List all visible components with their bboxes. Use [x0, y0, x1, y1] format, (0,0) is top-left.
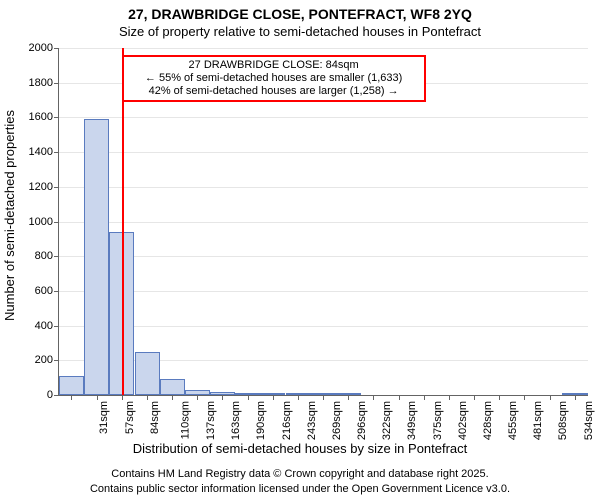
x-tick-label: 163sqm — [230, 401, 242, 440]
x-tick-label: 402sqm — [457, 401, 469, 440]
y-tick-mark — [54, 256, 59, 257]
y-tick-mark — [54, 152, 59, 153]
histogram-bar — [135, 352, 160, 395]
y-tick-mark — [54, 222, 59, 223]
x-tick-label: 84sqm — [149, 401, 161, 434]
y-tick-mark — [54, 187, 59, 188]
x-tick-mark — [499, 395, 500, 400]
x-tick-label: 322sqm — [381, 401, 393, 440]
x-tick-label: 243sqm — [306, 401, 318, 440]
y-tick-mark — [54, 48, 59, 49]
x-tick-mark — [122, 395, 123, 400]
x-tick-mark — [449, 395, 450, 400]
chart-footer: Contains HM Land Registry data © Crown c… — [0, 467, 600, 496]
x-tick-label: 190sqm — [255, 401, 267, 440]
title-text: 27, DRAWBRIDGE CLOSE, PONTEFRACT, WF8 2Y… — [128, 6, 472, 22]
gridline — [59, 48, 588, 49]
gridline — [59, 117, 588, 118]
x-tick-mark — [424, 395, 425, 400]
chart-container: 27, DRAWBRIDGE CLOSE, PONTEFRACT, WF8 2Y… — [0, 0, 600, 500]
y-tick-mark — [54, 291, 59, 292]
y-tick-label: 1200 — [29, 181, 53, 193]
x-tick-mark — [323, 395, 324, 400]
annotation-line: 27 DRAWBRIDGE CLOSE: 84sqm — [124, 59, 424, 72]
x-tick-mark — [273, 395, 274, 400]
x-tick-label: 216sqm — [281, 401, 293, 440]
x-tick-mark — [97, 395, 98, 400]
x-tick-mark — [147, 395, 148, 400]
x-tick-label: 508sqm — [558, 401, 570, 440]
plot-area: 020040060080010001200140016001800200031s… — [58, 48, 588, 396]
y-tick-mark — [54, 83, 59, 84]
annotation-line: ← 55% of semi-detached houses are smalle… — [124, 72, 424, 85]
x-tick-mark — [575, 395, 576, 400]
y-tick-mark — [54, 326, 59, 327]
chart-title: 27, DRAWBRIDGE CLOSE, PONTEFRACT, WF8 2Y… — [0, 6, 600, 22]
x-tick-label: 57sqm — [124, 401, 136, 434]
x-tick-mark — [550, 395, 551, 400]
y-tick-mark — [54, 360, 59, 361]
histogram-bar — [84, 119, 109, 395]
x-tick-mark — [71, 395, 72, 400]
x-tick-mark — [399, 395, 400, 400]
footer-line-2: Contains public sector information licen… — [90, 483, 510, 495]
x-tick-label: 349sqm — [407, 401, 419, 440]
x-tick-mark — [474, 395, 475, 400]
chart-subtitle: Size of property relative to semi-detach… — [0, 24, 600, 39]
y-tick-label: 800 — [35, 250, 53, 262]
y-tick-label: 2000 — [29, 42, 53, 54]
x-tick-label: 269sqm — [331, 401, 343, 440]
x-tick-label: 137sqm — [205, 401, 217, 440]
subtitle-text: Size of property relative to semi-detach… — [119, 24, 481, 39]
y-tick-label: 400 — [35, 320, 53, 332]
y-axis-label-text: Number of semi-detached properties — [2, 110, 17, 321]
histogram-bar — [59, 376, 84, 395]
y-axis-label: Number of semi-detached properties — [0, 0, 18, 430]
x-tick-label: 110sqm — [179, 401, 191, 439]
y-tick-label: 1000 — [29, 216, 53, 228]
gridline — [59, 291, 588, 292]
gridline — [59, 256, 588, 257]
annotation-box: 27 DRAWBRIDGE CLOSE: 84sqm← 55% of semi-… — [122, 55, 426, 102]
x-axis-label-text: Distribution of semi-detached houses by … — [133, 441, 468, 456]
y-tick-label: 1400 — [29, 146, 53, 158]
x-tick-label: 455sqm — [507, 401, 519, 440]
x-tick-label: 296sqm — [356, 401, 368, 440]
x-tick-mark — [373, 395, 374, 400]
x-tick-label: 31sqm — [98, 401, 110, 434]
gridline — [59, 326, 588, 327]
x-tick-label: 481sqm — [532, 401, 544, 440]
y-tick-mark — [54, 395, 59, 396]
x-axis-label: Distribution of semi-detached houses by … — [0, 441, 600, 456]
footer-line-1: Contains HM Land Registry data © Crown c… — [111, 468, 488, 480]
y-tick-label: 0 — [47, 389, 53, 401]
annotation-line: 42% of semi-detached houses are larger (… — [124, 85, 424, 98]
x-tick-label: 375sqm — [432, 401, 444, 440]
x-tick-mark — [172, 395, 173, 400]
histogram-bar — [160, 379, 185, 395]
x-tick-mark — [298, 395, 299, 400]
y-tick-label: 1800 — [29, 77, 53, 89]
x-tick-mark — [222, 395, 223, 400]
y-tick-label: 600 — [35, 285, 53, 297]
gridline — [59, 152, 588, 153]
x-tick-mark — [248, 395, 249, 400]
y-tick-label: 200 — [35, 354, 53, 366]
y-tick-label: 1600 — [29, 111, 53, 123]
y-tick-mark — [54, 117, 59, 118]
x-tick-label: 534sqm — [583, 401, 595, 440]
gridline — [59, 222, 588, 223]
x-tick-mark — [524, 395, 525, 400]
x-tick-mark — [348, 395, 349, 400]
x-tick-mark — [197, 395, 198, 400]
gridline — [59, 187, 588, 188]
x-tick-label: 428sqm — [482, 401, 494, 440]
